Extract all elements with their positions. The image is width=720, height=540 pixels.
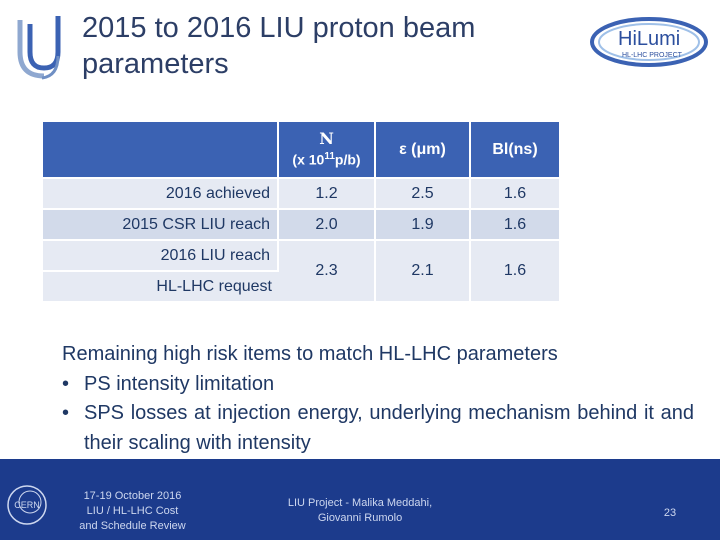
table-row: HL-LHC request xyxy=(43,270,559,301)
bullet-marker: • xyxy=(62,372,70,395)
row-n: 1.2 xyxy=(279,177,376,208)
bullet-text: PS intensity limitation xyxy=(84,372,275,395)
row-label: HL-LHC request xyxy=(43,270,279,301)
row-eps: 1.9 xyxy=(376,208,471,239)
cern-logo-icon: CERN xyxy=(7,485,47,525)
hilumi-text: HiLumi xyxy=(618,28,680,50)
header-eps: ε (μm) xyxy=(376,122,471,177)
header-bl: Bl(ns) xyxy=(471,122,559,177)
page-number: 23 xyxy=(663,507,677,519)
bullet-item: • SPS losses at injection energy, underl… xyxy=(62,399,694,458)
body-text: Remaining high risk items to match HL-LH… xyxy=(62,340,694,458)
row-label: 2016 achieved xyxy=(43,177,279,208)
body-heading: Remaining high risk items to match HL-LH… xyxy=(62,343,558,365)
table-row: 2016 LIU reach 2.3 2.1 1.6 xyxy=(43,239,559,301)
header-n-unit: (x 1011p/b) xyxy=(292,151,361,168)
table-row: 2015 CSR LIU reach 2.0 1.9 1.6 xyxy=(43,208,559,239)
bullet-item: • PS intensity limitation xyxy=(62,370,694,400)
row-bl: 1.6 xyxy=(471,177,559,208)
page-title: 2015 to 2016 LIU proton beam parameters xyxy=(82,12,476,80)
row-label: 2015 CSR LIU reach xyxy=(43,208,279,239)
header-corner xyxy=(43,122,279,177)
header-n-label: N xyxy=(319,129,334,149)
footer-bar xyxy=(0,459,720,540)
row-eps: 2.5 xyxy=(376,177,471,208)
cern-logo-text: CERN xyxy=(14,500,40,510)
row-n: 2.0 xyxy=(279,208,376,239)
hilumi-logo: HiLumi HL-LHC PROJECT xyxy=(590,17,708,67)
table-header-row: N (x 1011p/b) ε (μm) Bl(ns) xyxy=(43,122,559,177)
footer-project: LIU Project - Malika Meddahi, Giovanni R… xyxy=(287,497,433,524)
row-bl: 1.6 xyxy=(471,208,559,239)
row-label: 2016 LIU reach xyxy=(43,239,279,270)
row-eps: 2.1 xyxy=(376,239,471,301)
row-n: 2.3 xyxy=(279,239,376,301)
table-row: 2016 achieved 1.2 2.5 1.6 xyxy=(43,177,559,208)
hilumi-sub-text: HL-LHC PROJECT xyxy=(622,52,683,59)
footer-date: 17-19 October 2016 LIU / HL-LHC Cost and… xyxy=(79,490,186,532)
bullet-marker: • xyxy=(62,402,70,424)
header-n: N (x 1011p/b) xyxy=(279,122,376,177)
liu-logo-icon xyxy=(17,16,61,80)
beam-parameters-table: N (x 1011p/b) ε (μm) Bl(ns) 2016 achieve… xyxy=(43,122,559,301)
bullet-text: SPS losses at injection energy, underlyi… xyxy=(84,402,694,454)
row-bl: 1.6 xyxy=(471,239,559,301)
